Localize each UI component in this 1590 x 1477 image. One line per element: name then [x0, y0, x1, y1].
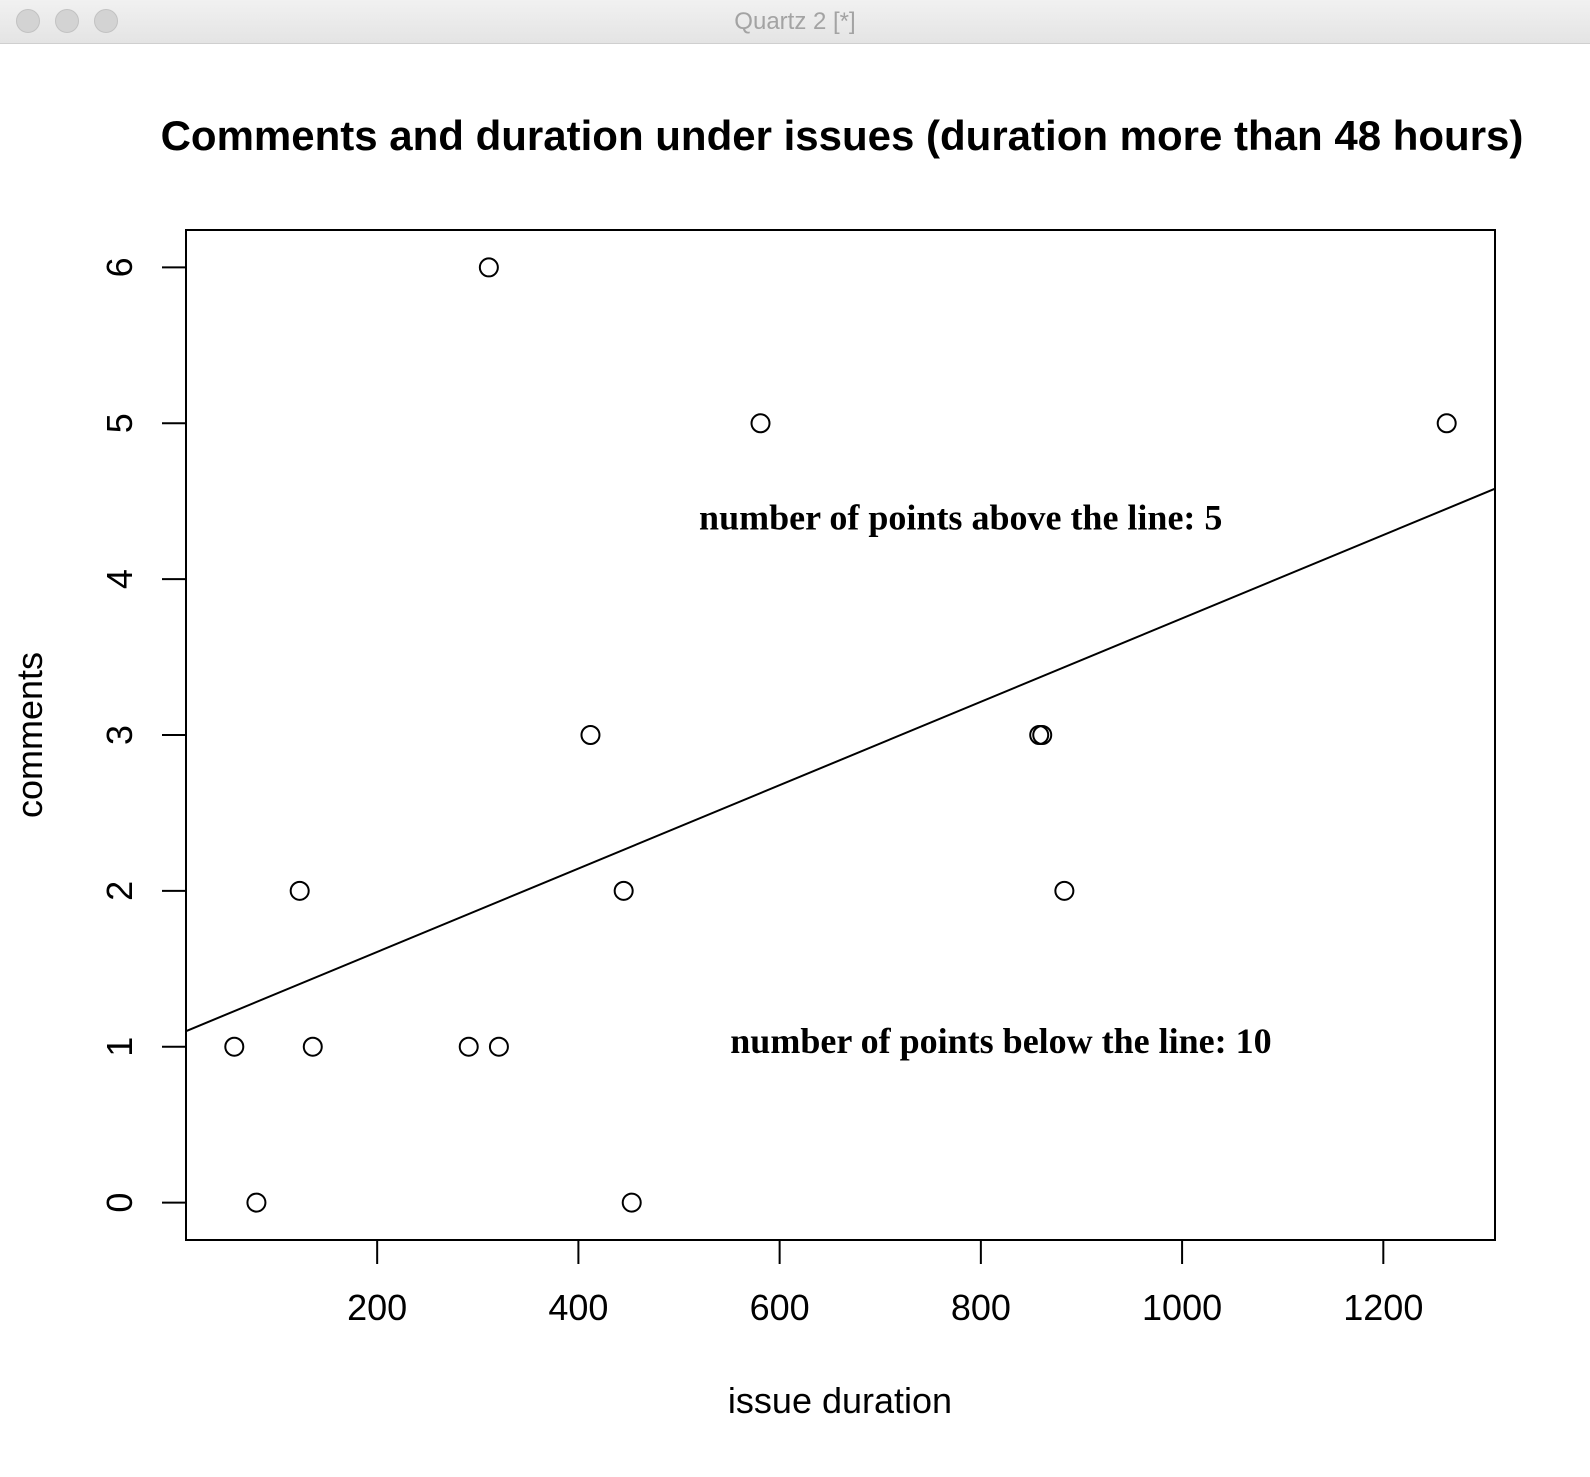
data-point — [621, 1192, 642, 1213]
data-point — [1032, 725, 1053, 745]
x-axis-label: issue duration — [728, 1380, 952, 1421]
window-title: Quartz 2 [*] — [734, 8, 856, 35]
zoom-window-button[interactable] — [94, 9, 118, 33]
data-point — [488, 1036, 509, 1057]
y-tick-label: 3 — [99, 725, 140, 745]
chart-title: Comments and duration under issues (dura… — [161, 112, 1524, 159]
scatter-chart: Comments and duration under issues (dura… — [9, 112, 1524, 1421]
data-point — [613, 880, 634, 901]
data-point — [1436, 413, 1457, 434]
x-tick-label: 400 — [548, 1287, 608, 1328]
y-tick-label: 0 — [99, 1193, 140, 1213]
y-tick-label: 1 — [99, 1037, 140, 1057]
minimize-window-button[interactable] — [55, 9, 79, 33]
x-tick-label: 1000 — [1142, 1287, 1222, 1328]
x-tick-label: 1200 — [1343, 1287, 1423, 1328]
data-point — [478, 257, 499, 278]
y-tick-label: 4 — [99, 569, 140, 589]
data-point — [289, 880, 310, 901]
regression-line — [185, 487, 1496, 1033]
y-tick-label: 5 — [99, 413, 140, 433]
y-axis: 0 1 2 3 4 5 6 — [99, 257, 187, 1213]
annotation-label: number of points above the line: 5 — [699, 497, 1222, 537]
x-tick-label: 200 — [347, 1287, 407, 1328]
regression-line-layer — [185, 487, 1496, 1033]
plot-frame — [185, 229, 1496, 1241]
x-tick-label: 800 — [951, 1287, 1011, 1328]
data-point — [1054, 880, 1075, 901]
annotation-label: number of points below the line: 10 — [730, 1021, 1271, 1061]
y-tick-label: 6 — [99, 257, 140, 277]
annotations: number of points above the line: 5 number… — [699, 497, 1272, 1061]
window-titlebar: Quartz 2 [*] — [0, 0, 1590, 44]
close-window-button[interactable] — [16, 9, 40, 33]
y-axis-label: comments — [9, 652, 50, 818]
data-point — [580, 725, 601, 745]
y-tick-label: 2 — [99, 881, 140, 901]
x-tick-label: 600 — [750, 1287, 810, 1328]
x-axis: 200 400 600 800 1000 1200 — [347, 1239, 1423, 1328]
data-point — [246, 1192, 267, 1213]
data-point — [302, 1036, 323, 1057]
data-points — [224, 257, 1457, 1213]
data-point — [458, 1036, 479, 1057]
data-point — [750, 413, 771, 434]
plot-area: Comments and duration under issues (dura… — [0, 44, 1590, 1477]
data-point — [224, 1036, 245, 1057]
